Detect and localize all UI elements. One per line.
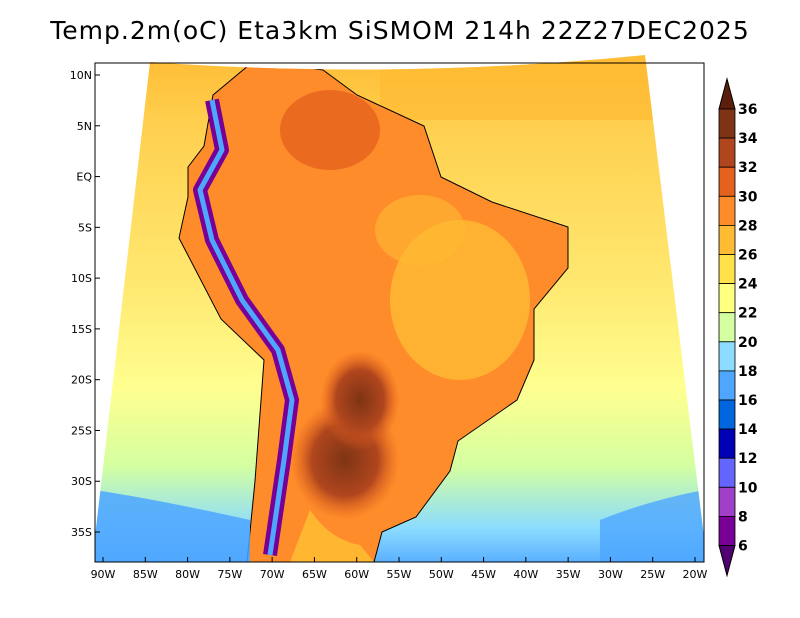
lat-label: 35S [71,526,92,539]
lon-label: 60W [344,568,369,581]
lon-label: 70W [260,568,285,581]
lon-label: 80W [175,568,200,581]
colorbar-label: 20 [738,335,758,351]
colorbar-label: 22 [738,306,757,322]
colorbar-label: 32 [738,160,757,176]
colorbar-label: 24 [738,277,758,293]
continent-field [178,59,569,562]
colorbar-label: 14 [738,422,758,438]
map-domain [95,55,704,562]
colorbar-label: 6 [738,539,748,555]
ocean-warm-band [380,60,704,120]
colorbar-label: 28 [738,218,757,234]
colorbar-swatch [718,195,736,226]
map-frame [94,62,705,563]
cooler-region-central [375,195,465,265]
lon-label: 65W [302,568,327,581]
colorbar-label: 8 [738,509,748,525]
lat-label: 5N [77,120,92,133]
colorbar-label: 30 [738,189,758,205]
lon-label: 85W [133,568,158,581]
lon-label: 35W [556,568,581,581]
lat-label: 15S [71,323,92,336]
lat-label: 25S [71,424,92,437]
lon-label: 30W [598,568,623,581]
hot-region-chaco [320,350,400,450]
colorbar-bottom-arrow [718,545,736,578]
lon-label: 40W [513,568,538,581]
lon-label: 20W [683,568,708,581]
andes-cold-core [197,99,295,556]
colorbar-swatch [718,254,736,285]
colorbar-swatch [718,341,736,372]
colorbar-label: 36 [738,102,757,118]
cold-ocean-southwest [95,490,250,562]
lat-label: 10N [70,69,92,82]
colorbar-swatch [718,224,736,255]
colorbar-swatch [718,370,736,401]
colorbar-swatch [718,108,736,139]
colorbar-label: 12 [738,451,757,467]
colorbar: 36 34 32 30 28 26 24 22 20 18 16 14 12 10 8 6 [718,77,758,578]
lat-label: 30S [71,475,92,488]
colorbar-swatch [718,428,736,459]
colorbar-swatch [718,516,736,546]
warm-region-north [280,90,380,170]
lon-label: 45W [471,568,496,581]
lon-label: 25W [640,568,665,581]
colorbar-swatch [718,399,736,430]
patagonia-field [290,510,374,562]
colorbar-swatch [718,457,736,488]
colorbar-label: 16 [738,393,757,409]
lon-label: 50W [429,568,454,581]
longitude-axis: 90W 85W 80W 75W 70W 65W 60W 55W 50W 45W 40W 35W 30W 2… [91,557,708,581]
colorbar-top-arrow [718,77,736,110]
lon-label: 90W [91,568,116,581]
map-title: Temp.2m(oC) Eta3km SiSMOM 214h 22Z27DEC2… [50,16,750,45]
colorbar-label: 10 [738,480,758,496]
lon-label: 75W [217,568,242,581]
colorbar-label: 26 [738,248,757,264]
colorbar-swatch [718,283,736,314]
colorbar-swatch [718,166,736,197]
cold-ocean-southeast [600,490,704,562]
colorbar-swatch [718,486,736,517]
lat-label: 5S [78,221,92,234]
lon-label: 55W [387,568,412,581]
colorbar-label: 18 [738,364,757,380]
latitude-axis: 10N 5N EQ 5S 10S 15S 20S 25S 30S 35S [70,69,100,539]
lat-label: EQ [76,171,92,184]
lat-label: 20S [71,374,92,387]
colorbar-swatch [718,137,736,168]
colorbar-label: 34 [738,131,758,147]
lat-label: 10S [71,272,92,285]
colorbar-swatch [718,312,736,343]
